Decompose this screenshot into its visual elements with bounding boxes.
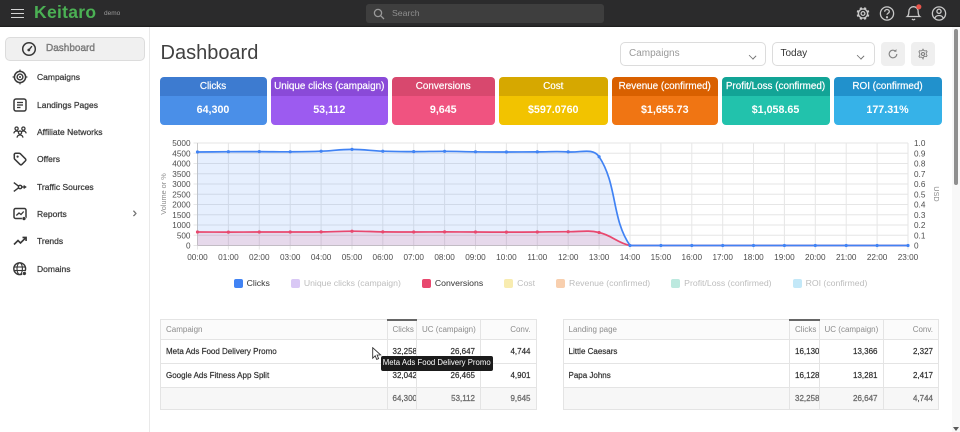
svg-text:14:00: 14:00 — [620, 253, 641, 262]
svg-text:05:00: 05:00 — [342, 253, 363, 262]
svg-text:0.1: 0.1 — [914, 231, 926, 240]
svg-text:22:00: 22:00 — [867, 253, 888, 262]
svg-text:4000: 4000 — [172, 160, 191, 169]
svg-text:0.6: 0.6 — [914, 180, 926, 189]
svg-text:2500: 2500 — [172, 190, 191, 199]
svg-text:0.3: 0.3 — [914, 211, 926, 220]
svg-text:21:00: 21:00 — [836, 253, 857, 262]
svg-text:0: 0 — [914, 242, 919, 251]
svg-text:1.0: 1.0 — [914, 139, 926, 148]
svg-text:3000: 3000 — [172, 180, 191, 189]
svg-text:0.7: 0.7 — [914, 170, 926, 179]
svg-text:01:00: 01:00 — [218, 253, 239, 262]
svg-text:10:00: 10:00 — [496, 253, 517, 262]
svg-text:500: 500 — [177, 231, 191, 240]
svg-text:3500: 3500 — [172, 170, 191, 179]
svg-text:03:00: 03:00 — [280, 253, 301, 262]
svg-text:0.4: 0.4 — [914, 201, 926, 210]
svg-text:USD: USD — [932, 186, 941, 201]
svg-text:1500: 1500 — [172, 211, 191, 220]
svg-text:04:00: 04:00 — [311, 253, 332, 262]
svg-text:0.9: 0.9 — [914, 149, 926, 158]
svg-text:18:00: 18:00 — [743, 253, 764, 262]
svg-text:20:00: 20:00 — [805, 253, 826, 262]
svg-text:0.5: 0.5 — [914, 190, 926, 199]
svg-text:4500: 4500 — [172, 149, 191, 158]
svg-text:16:00: 16:00 — [682, 253, 703, 262]
svg-text:2000: 2000 — [172, 201, 191, 210]
svg-text:0.8: 0.8 — [914, 160, 926, 169]
svg-text:08:00: 08:00 — [434, 253, 455, 262]
svg-text:11:00: 11:00 — [527, 253, 547, 262]
svg-text:0.2: 0.2 — [914, 221, 926, 230]
svg-text:Volume or %: Volume or % — [159, 173, 168, 215]
svg-text:06:00: 06:00 — [373, 253, 394, 262]
svg-text:19:00: 19:00 — [774, 253, 795, 262]
svg-text:07:00: 07:00 — [403, 253, 424, 262]
svg-text:00:00: 00:00 — [187, 253, 208, 262]
svg-text:12:00: 12:00 — [558, 253, 579, 262]
svg-text:09:00: 09:00 — [465, 253, 486, 262]
svg-text:13:00: 13:00 — [589, 253, 610, 262]
svg-text:0: 0 — [186, 242, 191, 251]
svg-text:02:00: 02:00 — [249, 253, 270, 262]
svg-text:1000: 1000 — [172, 221, 191, 230]
svg-text:23:00: 23:00 — [898, 253, 919, 262]
svg-text:17:00: 17:00 — [712, 253, 733, 262]
svg-text:5000: 5000 — [172, 139, 191, 148]
svg-text:15:00: 15:00 — [651, 253, 672, 262]
